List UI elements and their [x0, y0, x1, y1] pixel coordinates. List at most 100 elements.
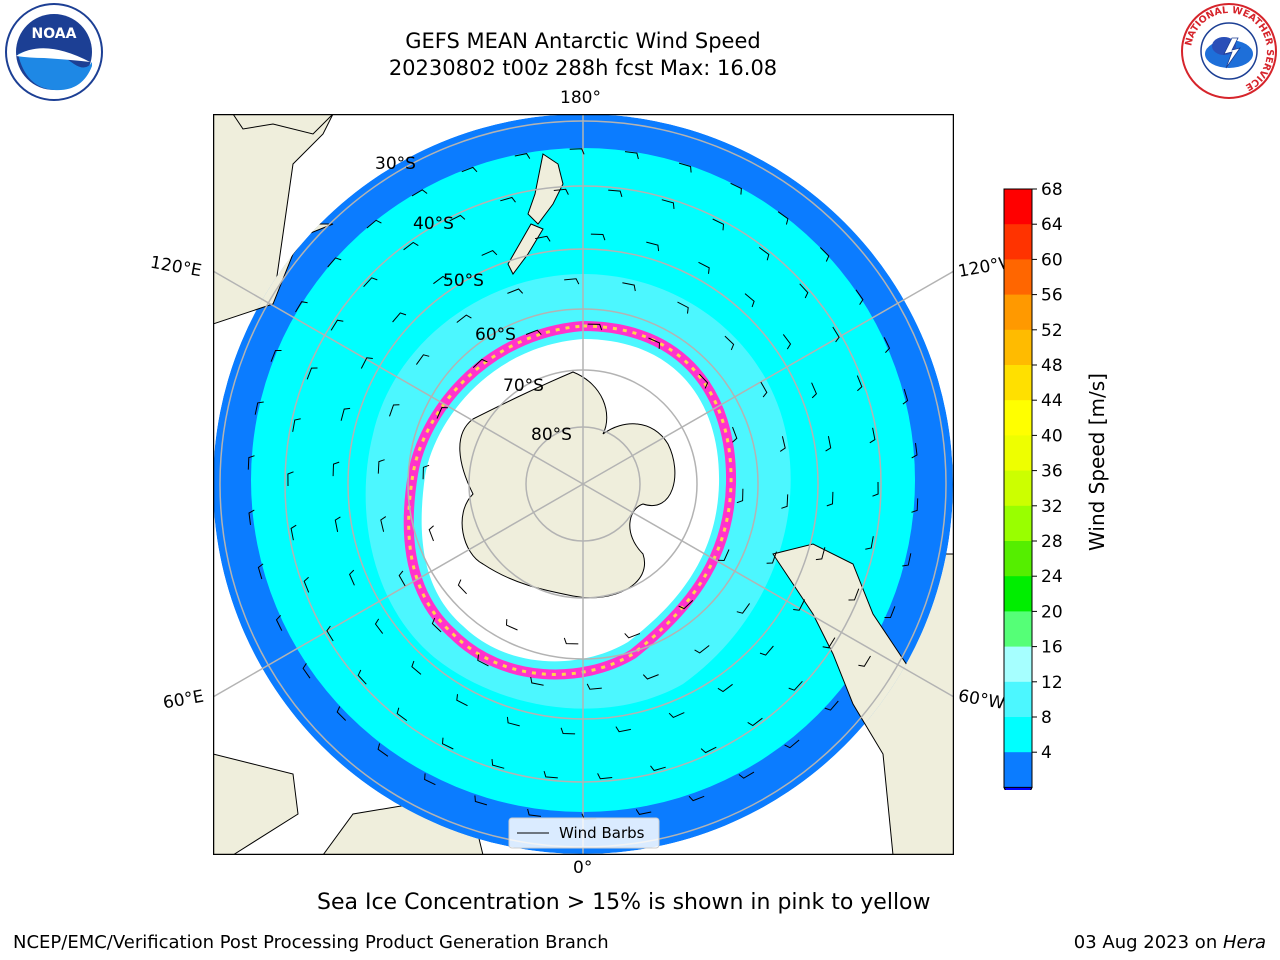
colorbar-cell: [1004, 435, 1032, 472]
colorbar-cell: [1004, 189, 1032, 225]
lat-label-70s: 70°S: [503, 376, 544, 396]
wind-barb: [724, 335, 735, 351]
wind-barb: [398, 570, 406, 587]
wind-barb: [766, 551, 777, 564]
wind-barb: [334, 516, 341, 532]
wind-barb: [507, 288, 524, 294]
wind-barb: [374, 618, 384, 634]
wind-barb: [747, 717, 763, 727]
sea-ice-note: Sea Ice Concentration > 15% is shown in …: [317, 890, 931, 915]
wind-barb: [744, 293, 755, 308]
lat-label-60s: 60°S: [475, 325, 516, 345]
wind-barb: [856, 375, 863, 392]
wind-barb: [865, 536, 874, 550]
wind-barb: [730, 182, 742, 195]
legend-label: Wind Barbs: [559, 824, 645, 842]
wind-barb: [349, 569, 355, 586]
wind-barb: [560, 727, 576, 735]
colorbar-cell: [1004, 611, 1032, 648]
wind-barb: [700, 746, 717, 754]
colorbar-tick-label: 20: [1041, 602, 1063, 622]
colorbar-cell: [1004, 752, 1032, 788]
wind-barb: [883, 337, 891, 353]
wind-barb: [248, 509, 255, 525]
wind-barb: [377, 743, 389, 757]
wind-barb: [424, 773, 436, 786]
wind-barb: [819, 247, 830, 262]
colorbar-tick-label: 32: [1041, 497, 1063, 517]
colorbar-tick-label: 60: [1041, 250, 1063, 270]
wind-barb: [306, 367, 318, 380]
noaa-logo: NOAA: [4, 2, 104, 106]
lon-label-120e: 120°E: [148, 252, 204, 282]
wind-barb: [514, 153, 531, 159]
wind-barb: [718, 549, 730, 562]
wind-barb: [858, 655, 871, 667]
wind-barb: [872, 481, 879, 497]
wind-barb: [290, 524, 297, 541]
wind-barb: [635, 809, 652, 815]
colorbar-cell: [1004, 224, 1032, 260]
wind-barb: [530, 676, 544, 686]
wind-barb: [779, 436, 786, 452]
wind-barb: [661, 199, 675, 209]
wind-barb: [303, 576, 310, 593]
wind-barb: [668, 712, 685, 718]
wind-barb: [380, 516, 387, 532]
wind-barb: [782, 334, 792, 350]
wind-barb: [587, 323, 603, 331]
wind-barb: [569, 148, 585, 155]
wind-barb: [608, 189, 623, 198]
wind-barb: [736, 603, 751, 614]
wind-barb: [366, 219, 382, 229]
wind-barb: [257, 563, 264, 580]
wind-barb: [855, 289, 864, 305]
wind-barb: [389, 404, 400, 417]
colorbar-tick-label: 28: [1041, 532, 1063, 552]
wind-barb: [287, 471, 294, 487]
wind-barb: [902, 553, 912, 567]
lat-label-40s: 40°S: [413, 214, 454, 234]
wind-barb: [759, 645, 774, 656]
colorbar-tick-label: 44: [1041, 391, 1063, 411]
wind-barb: [869, 427, 876, 444]
wind-barb: [481, 250, 498, 256]
wind-barb: [254, 401, 264, 415]
wind-barb: [911, 443, 918, 459]
footer-date: 03 Aug 2023 on Hera: [1074, 932, 1266, 953]
colorbar-tick-label: 12: [1041, 673, 1063, 693]
wind-barb: [677, 301, 689, 314]
wind-barb: [902, 388, 909, 405]
wind-barb: [688, 795, 705, 802]
wind-barb: [590, 233, 606, 241]
wind-barb: [712, 218, 725, 231]
wind-barb: [357, 669, 367, 685]
wind-barb: [535, 235, 551, 242]
footer-host: Hera: [1222, 932, 1266, 953]
meridians: [213, 114, 954, 855]
wind-barb: [694, 645, 710, 654]
colorbar-tick-label: 16: [1041, 638, 1063, 658]
wind-barb: [698, 261, 710, 274]
wind-barb: [332, 461, 340, 477]
wind-barb: [456, 314, 472, 323]
colorbar-cell: [1004, 400, 1032, 436]
wind-barb: [553, 188, 569, 195]
wind-barb: [784, 739, 800, 749]
wind-barb: [403, 241, 419, 251]
wind-barb: [428, 525, 434, 542]
wind-barb: [815, 547, 826, 561]
colorbar-cell: [1004, 717, 1032, 753]
wind-barb: [392, 312, 407, 323]
sea-ice-edge: [403, 320, 737, 680]
lon-label-60e: 60°E: [161, 686, 206, 714]
chart-subtitle: 20230802 t00z 288h fcst Max: 16.08: [388, 56, 778, 80]
wind-barb: [650, 765, 666, 772]
map-border: [213, 114, 954, 855]
lon-label-0: 0°: [573, 858, 593, 878]
wind-barb: [422, 464, 430, 480]
colorbar-cell: [1004, 259, 1032, 296]
colorbar-cell: [1004, 505, 1032, 542]
wind-barb: [377, 459, 385, 474]
wind-barb: [781, 494, 789, 509]
